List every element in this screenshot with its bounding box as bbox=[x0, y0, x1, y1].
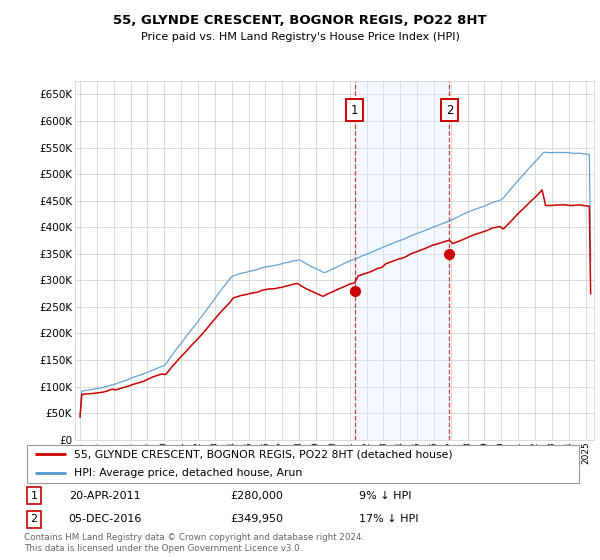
Text: £280,000: £280,000 bbox=[230, 491, 283, 501]
Text: 20-APR-2011: 20-APR-2011 bbox=[68, 491, 140, 501]
Text: Contains HM Land Registry data © Crown copyright and database right 2024.
This d: Contains HM Land Registry data © Crown c… bbox=[24, 533, 364, 553]
Text: 05-DEC-2016: 05-DEC-2016 bbox=[68, 514, 142, 524]
Text: 2: 2 bbox=[446, 104, 453, 117]
Text: 1: 1 bbox=[351, 104, 358, 117]
Text: £349,950: £349,950 bbox=[230, 514, 283, 524]
FancyBboxPatch shape bbox=[27, 445, 579, 483]
Text: 9% ↓ HPI: 9% ↓ HPI bbox=[359, 491, 412, 501]
Text: 17% ↓ HPI: 17% ↓ HPI bbox=[359, 514, 418, 524]
Text: 1: 1 bbox=[31, 491, 38, 501]
Text: Price paid vs. HM Land Registry's House Price Index (HPI): Price paid vs. HM Land Registry's House … bbox=[140, 32, 460, 43]
Text: 55, GLYNDE CRESCENT, BOGNOR REGIS, PO22 8HT (detached house): 55, GLYNDE CRESCENT, BOGNOR REGIS, PO22 … bbox=[74, 449, 453, 459]
Text: 2: 2 bbox=[31, 514, 38, 524]
Text: 55, GLYNDE CRESCENT, BOGNOR REGIS, PO22 8HT: 55, GLYNDE CRESCENT, BOGNOR REGIS, PO22 … bbox=[113, 14, 487, 27]
Text: HPI: Average price, detached house, Arun: HPI: Average price, detached house, Arun bbox=[74, 468, 302, 478]
Bar bbox=[355, 81, 449, 440]
